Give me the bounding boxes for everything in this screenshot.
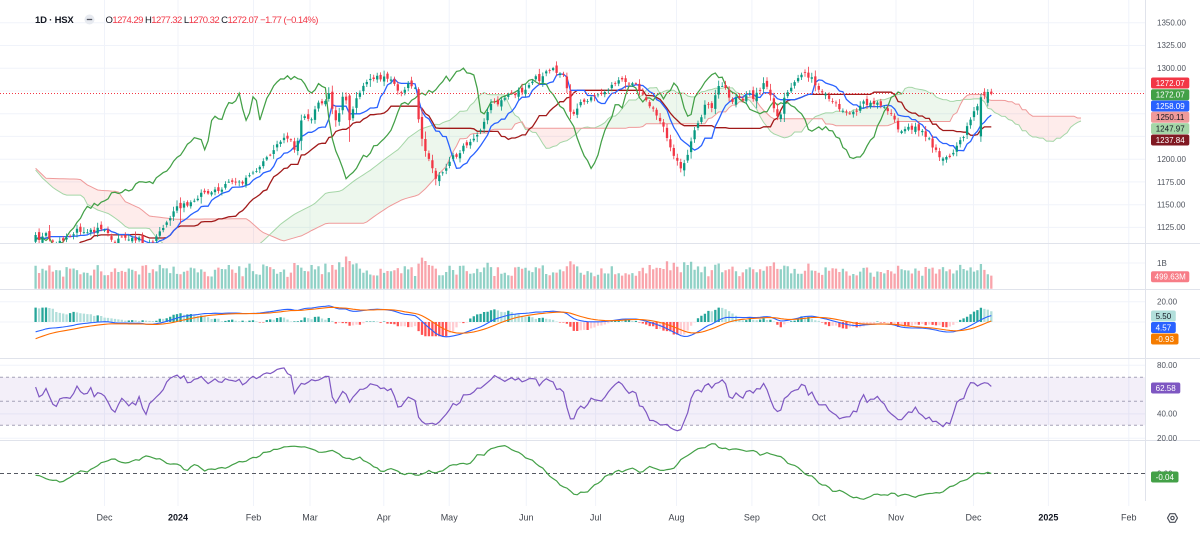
svg-text:Dec: Dec [96,513,113,523]
svg-text:-0.04: -0.04 [1156,473,1175,482]
svg-text:1175.00: 1175.00 [1157,178,1186,187]
svg-text:5.50: 5.50 [1156,312,1172,321]
svg-text:Sep: Sep [744,513,760,523]
svg-text:80.00: 80.00 [1157,361,1178,370]
svg-text:62.58: 62.58 [1156,384,1177,393]
svg-text:Oct: Oct [812,513,827,523]
svg-text:1125.00: 1125.00 [1157,223,1186,232]
svg-text:2025: 2025 [1038,513,1058,523]
svg-text:O1274.29 H1277.32 L1270.32 C12: O1274.29 H1277.32 L1270.32 C1272.07 −1.7… [106,15,319,26]
svg-text:1237.84: 1237.84 [1156,136,1185,145]
svg-text:Feb: Feb [246,513,262,523]
svg-text:40.00: 40.00 [1157,410,1178,419]
svg-text:Feb: Feb [1121,513,1137,523]
svg-text:Apr: Apr [377,513,391,523]
svg-text:Aug: Aug [668,513,684,523]
svg-text:1258.09: 1258.09 [1156,102,1185,111]
svg-text:2024: 2024 [168,513,188,523]
svg-text:-0.93: -0.93 [1156,335,1175,344]
svg-text:1350.00: 1350.00 [1157,19,1186,28]
svg-text:1200.00: 1200.00 [1157,155,1186,164]
svg-text:Jun: Jun [519,513,534,523]
svg-text:Mar: Mar [302,513,318,523]
svg-text:499.63M: 499.63M [1155,273,1186,282]
svg-text:1272.07: 1272.07 [1156,79,1185,88]
svg-text:20.00: 20.00 [1157,298,1178,307]
svg-text:1272.07: 1272.07 [1156,91,1185,100]
svg-text:1300.00: 1300.00 [1157,64,1186,73]
svg-text:1325.00: 1325.00 [1157,41,1186,50]
svg-text:1247.97: 1247.97 [1156,125,1185,134]
svg-text:1250.11: 1250.11 [1156,113,1185,122]
svg-text:20.00: 20.00 [1157,434,1178,443]
svg-text:1B: 1B [1157,259,1167,268]
svg-text:Jul: Jul [590,513,602,523]
svg-text:Nov: Nov [888,513,905,523]
svg-text:Dec: Dec [965,513,982,523]
svg-text:May: May [441,513,459,523]
svg-text:1150.00: 1150.00 [1157,201,1186,210]
svg-text:4.57: 4.57 [1156,323,1172,332]
svg-text:1D · HSX: 1D · HSX [35,15,74,26]
